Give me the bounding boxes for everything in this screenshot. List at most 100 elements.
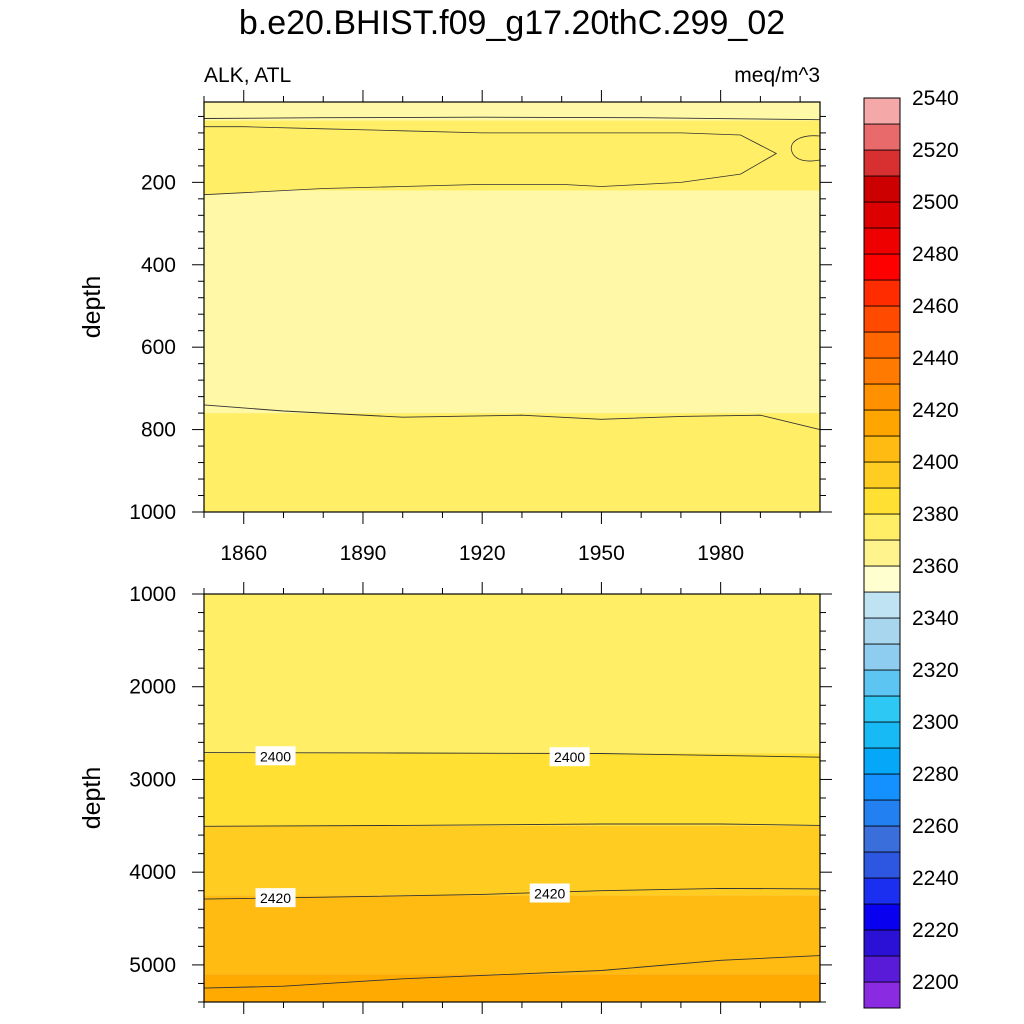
colorbar-label: 2220 — [912, 919, 959, 942]
colorbar — [863, 97, 901, 1009]
contour-band — [204, 594, 820, 754]
contour-label: 2400 — [260, 748, 291, 764]
y-tick-label: 2000 — [129, 676, 176, 699]
colorbar-swatch — [863, 877, 901, 905]
colorbar-swatch — [863, 149, 901, 177]
x-tick-label: 1920 — [459, 542, 506, 565]
contour-band — [204, 190, 820, 414]
contour-band — [790, 135, 820, 162]
colorbar-swatch — [863, 461, 901, 489]
colorbar-swatch — [863, 799, 901, 827]
contour-band — [204, 102, 820, 119]
colorbar-swatch — [863, 643, 901, 671]
colorbar-swatch — [863, 305, 901, 333]
colorbar-frame — [863, 97, 901, 1009]
colorbar-swatch — [863, 383, 901, 411]
colorbar-label: 2380 — [912, 503, 959, 526]
y-tick-label: 200 — [141, 171, 176, 194]
colorbar-label: 2280 — [912, 763, 959, 786]
colorbar-swatch — [863, 903, 901, 931]
colorbar-swatch — [863, 695, 901, 723]
contour-label: 2400 — [554, 749, 585, 765]
colorbar-swatch — [863, 201, 901, 229]
x-tick-label: 1860 — [220, 542, 267, 565]
colorbar-swatch — [863, 175, 901, 203]
colorbar-label: 2520 — [912, 139, 959, 162]
colorbar-label: 2400 — [912, 451, 959, 474]
y-tick-label: 4000 — [129, 861, 176, 884]
colorbar-label: 2420 — [912, 399, 959, 422]
colorbar-swatch — [863, 773, 901, 801]
contour-label-box — [255, 746, 296, 766]
colorbar-swatch — [863, 825, 901, 853]
colorbar-swatch — [863, 97, 901, 125]
y-tick-label: 800 — [141, 419, 176, 442]
colorbar-swatch — [863, 539, 901, 567]
contour-line — [204, 116, 820, 121]
contour-label-box — [549, 747, 590, 767]
colorbar-swatch — [863, 617, 901, 645]
x-tick-label: 1890 — [340, 542, 387, 565]
colorbar-label: 2440 — [912, 347, 959, 370]
contour-line — [204, 955, 820, 989]
colorbar-label: 2320 — [912, 659, 959, 682]
colorbar-swatch — [863, 357, 901, 385]
colorbar-swatch — [863, 253, 901, 281]
colorbar-swatch — [863, 981, 901, 1009]
colorbar-swatch — [863, 929, 901, 957]
colorbar-swatch — [863, 721, 901, 749]
colorbar-swatch — [863, 669, 901, 697]
colorbar-swatch — [863, 513, 901, 541]
y-tick-label: 5000 — [129, 954, 176, 977]
colorbar-label: 2360 — [912, 555, 959, 578]
contour-line — [204, 404, 820, 431]
colorbar-label: 2260 — [912, 815, 959, 838]
colorbar-swatch — [863, 591, 901, 619]
colorbar-swatch — [863, 227, 901, 255]
contour-label-box — [529, 883, 570, 903]
x-tick-label: 1950 — [578, 542, 625, 565]
colorbar-swatch — [863, 279, 901, 307]
colorbar-swatch — [863, 851, 901, 879]
contour-band — [204, 974, 820, 1002]
colorbar-label: 2240 — [912, 867, 959, 890]
colorbar-swatch — [863, 331, 901, 359]
y-axis-label: depth — [78, 767, 106, 830]
plot-frame — [203, 101, 821, 513]
colorbar-swatch — [863, 435, 901, 463]
contour-band — [204, 413, 820, 512]
contour-label: 2420 — [534, 886, 565, 902]
colorbar-label: 2340 — [912, 607, 959, 630]
y-tick-label: 400 — [141, 254, 176, 277]
contour-line — [204, 823, 820, 827]
variable-label: ALK, ATL — [204, 64, 292, 87]
chart-title: b.e20.BHIST.f09_g17.20thC.299_02 — [238, 4, 786, 42]
contour-plot-area — [204, 102, 820, 512]
y-tick-label: 600 — [141, 336, 176, 359]
colorbar-swatch — [863, 487, 901, 515]
y-axis-label: depth — [78, 276, 106, 339]
contour-band — [204, 753, 820, 826]
contour-line — [204, 752, 820, 758]
colorbar-label: 2480 — [912, 243, 959, 266]
x-tick-label: 1980 — [697, 542, 744, 565]
y-tick-label: 1000 — [129, 501, 176, 524]
colorbar-swatch — [863, 955, 901, 983]
contour-band — [204, 895, 820, 975]
colorbar-label: 2300 — [912, 711, 959, 734]
contour-label-box — [255, 888, 296, 908]
contour-plot-area — [204, 594, 820, 1002]
y-tick-label: 1000 — [129, 583, 176, 606]
colorbar-label: 2540 — [912, 87, 959, 110]
contour-band — [204, 126, 778, 196]
units-label: meq/m^3 — [734, 64, 820, 87]
colorbar-swatch — [863, 409, 901, 437]
contour-band — [204, 825, 820, 896]
colorbar-label: 2460 — [912, 295, 959, 318]
y-tick-label: 3000 — [129, 768, 176, 791]
colorbar-swatch — [863, 565, 901, 593]
colorbar-swatch — [863, 747, 901, 775]
colorbar-label: 2200 — [912, 971, 959, 994]
colorbar-swatch — [863, 123, 901, 151]
